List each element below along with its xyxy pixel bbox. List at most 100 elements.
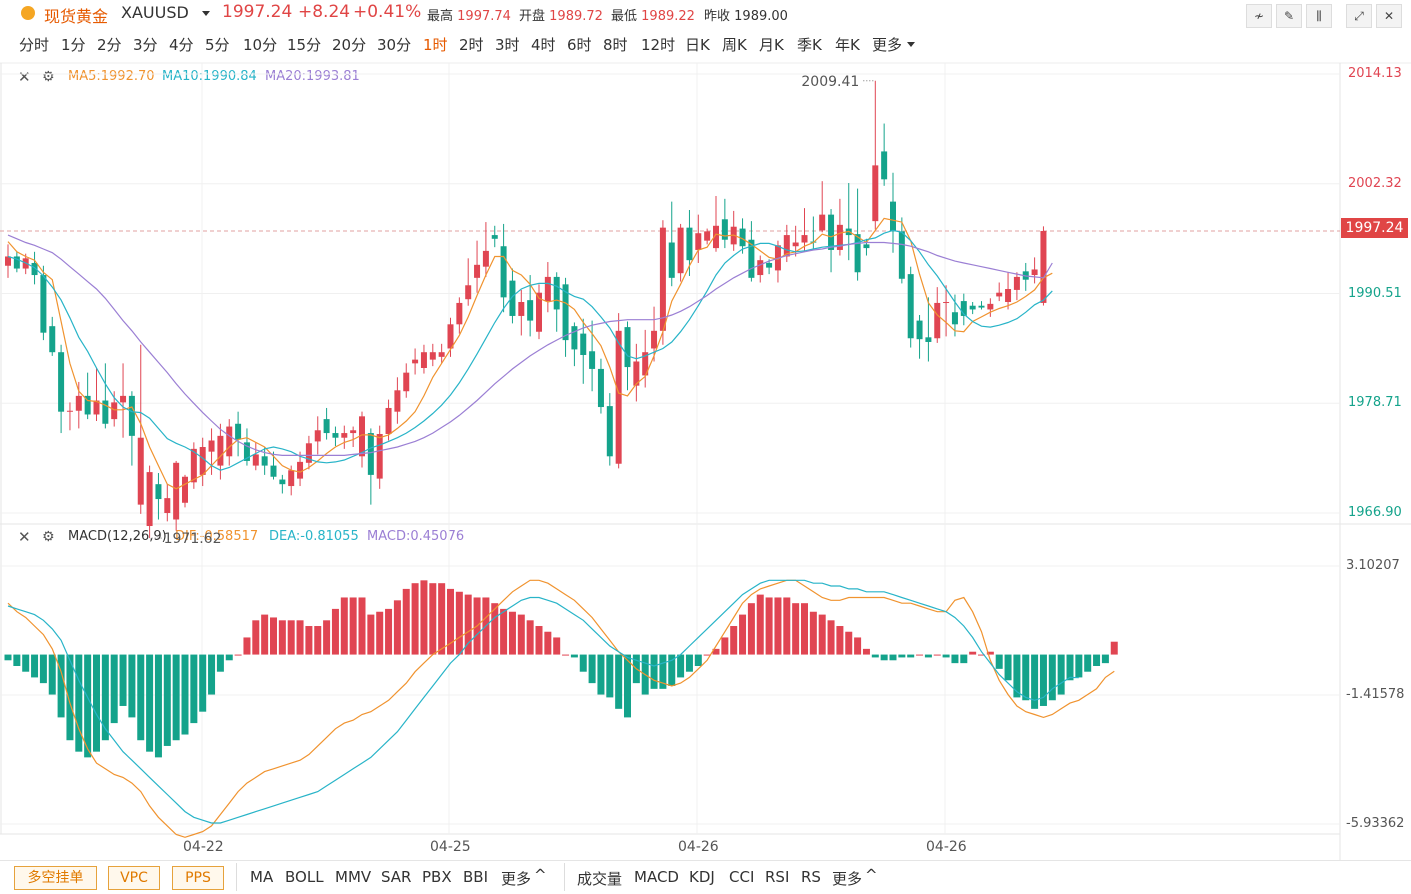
period-tab-1[interactable]: 1分 bbox=[61, 36, 86, 54]
candle bbox=[305, 443, 312, 463]
period-tab-5[interactable]: 5分 bbox=[205, 36, 230, 54]
candle bbox=[801, 235, 808, 243]
sub-indicator-3[interactable]: CCI bbox=[729, 868, 755, 886]
price-tick-label: 2002.32 bbox=[1348, 175, 1402, 191]
macd-bar bbox=[323, 620, 331, 655]
candlestick-icon[interactable]: ⫼ bbox=[1306, 4, 1332, 28]
candle bbox=[5, 256, 11, 266]
instrument-name[interactable]: 现货黄金 bbox=[44, 7, 109, 26]
macd-bar bbox=[39, 654, 47, 684]
macd-bar bbox=[93, 654, 100, 752]
main-indicator-3[interactable]: SAR bbox=[381, 868, 412, 886]
candle bbox=[412, 359, 419, 364]
close-indicator-icon[interactable]: ✕ bbox=[18, 68, 31, 86]
period-tab-7[interactable]: 15分 bbox=[287, 36, 322, 54]
macd-bar bbox=[500, 608, 508, 655]
period-tab-18[interactable]: 周K bbox=[722, 36, 747, 54]
price-tick-label: 1990.51 bbox=[1348, 285, 1402, 301]
period-tab-6[interactable]: 10分 bbox=[243, 36, 278, 54]
period-tab-11[interactable]: 2时 bbox=[459, 36, 484, 54]
macd-bar bbox=[429, 583, 437, 655]
main-indicator-5[interactable]: BBI bbox=[463, 868, 489, 886]
line-chart-icon[interactable]: ≁ bbox=[1246, 4, 1272, 28]
pps-button[interactable]: PPS bbox=[172, 866, 224, 890]
period-tab-19[interactable]: 月K bbox=[759, 36, 784, 54]
sub-indicator-4[interactable]: RSI bbox=[765, 868, 790, 886]
time-tick-label: 04-26 bbox=[926, 839, 967, 855]
macd-bar bbox=[402, 588, 410, 655]
period-tab-13[interactable]: 4时 bbox=[531, 36, 556, 54]
chevron-up-icon[interactable]: ^ bbox=[534, 866, 547, 884]
instrument-symbol[interactable]: XAUUSD bbox=[121, 3, 189, 22]
period-tab-8[interactable]: 20分 bbox=[332, 36, 367, 54]
candle bbox=[323, 419, 330, 434]
indicator-toolbar: 多空挂单 VPC PPS MA BOLL MMV SAR PBX BBI 更多 ^ 成交量 MA… bbox=[0, 860, 1411, 894]
order-book-button[interactable]: 多空挂单 bbox=[14, 866, 97, 890]
period-tab-17[interactable]: 日K bbox=[685, 36, 710, 54]
draw-pen-icon[interactable]: ✎ bbox=[1276, 4, 1302, 28]
chevron-down-icon[interactable] bbox=[202, 11, 210, 16]
close-icon[interactable]: ✕ bbox=[1376, 4, 1402, 28]
period-tab-9[interactable]: 30分 bbox=[377, 36, 412, 54]
candle bbox=[164, 498, 171, 513]
chevron-up-icon[interactable]: ^ bbox=[865, 866, 878, 884]
sub-indicator-0[interactable]: 成交量 bbox=[577, 870, 623, 888]
macd-bar bbox=[216, 654, 224, 672]
vpc-button[interactable]: VPC bbox=[108, 866, 160, 890]
macd-bar bbox=[57, 654, 65, 718]
period-tab-2[interactable]: 2分 bbox=[97, 36, 122, 54]
candle bbox=[757, 260, 764, 276]
settings-gear-icon[interactable]: ⚙ bbox=[42, 69, 55, 85]
macd-settings-gear-icon[interactable]: ⚙ bbox=[42, 529, 55, 545]
main-indicator-6[interactable]: 更多 bbox=[501, 870, 532, 888]
candle bbox=[943, 302, 950, 304]
macd-bar bbox=[22, 654, 30, 672]
candle bbox=[31, 262, 38, 276]
period-tab-0[interactable]: 分时 bbox=[19, 36, 50, 54]
period-tab-16[interactable]: 12时 bbox=[641, 36, 676, 54]
candle bbox=[642, 352, 649, 376]
macd-bar bbox=[871, 654, 879, 658]
candle bbox=[243, 442, 250, 461]
macd-bar bbox=[1084, 654, 1092, 672]
close-macd-icon[interactable]: ✕ bbox=[18, 528, 31, 546]
main-indicator-0[interactable]: MA bbox=[250, 868, 274, 886]
macd-bar bbox=[570, 654, 578, 658]
candle bbox=[84, 395, 91, 415]
period-tab-3[interactable]: 3分 bbox=[133, 36, 158, 54]
macd-bar bbox=[730, 626, 738, 655]
macd-bar bbox=[491, 603, 499, 655]
period-tab-4[interactable]: 4分 bbox=[169, 36, 194, 54]
period-tab-20[interactable]: 季K bbox=[797, 36, 822, 54]
sub-indicator-1[interactable]: MACD bbox=[634, 868, 679, 886]
sub-indicator-5[interactable]: RS bbox=[801, 868, 821, 886]
period-tab-21[interactable]: 年K bbox=[835, 36, 860, 54]
candle bbox=[854, 234, 861, 273]
macd-bar bbox=[287, 620, 295, 655]
macd-bar bbox=[756, 594, 764, 655]
candle bbox=[270, 465, 277, 477]
macd-bar bbox=[110, 654, 118, 724]
period-tab-12[interactable]: 3时 bbox=[495, 36, 520, 54]
candle bbox=[527, 300, 534, 321]
macd-bar bbox=[261, 614, 269, 655]
fullscreen-icon[interactable]: ⤢ bbox=[1346, 4, 1372, 28]
sub-indicator-6[interactable]: 更多 bbox=[832, 870, 863, 888]
main-indicator-4[interactable]: PBX bbox=[422, 868, 452, 886]
ma20-value: MA20:1993.81 bbox=[265, 69, 360, 84]
period-tab-22[interactable]: 更多 bbox=[872, 36, 903, 54]
period-tab-10[interactable]: 1时 bbox=[423, 36, 448, 54]
kline-chart[interactable]: 2009.41 1971.62 bbox=[0, 0, 1411, 860]
last-price: 1997.24 bbox=[222, 2, 293, 22]
period-tab-15[interactable]: 8时 bbox=[603, 36, 628, 54]
more-periods-caret-icon[interactable] bbox=[907, 42, 915, 47]
macd-bar bbox=[606, 654, 614, 698]
sub-indicator-2[interactable]: KDJ bbox=[689, 868, 715, 886]
main-indicator-1[interactable]: BOLL bbox=[285, 868, 324, 886]
macd-bar bbox=[659, 654, 667, 689]
dea-line bbox=[7, 579, 1079, 824]
candle bbox=[465, 285, 472, 300]
candle bbox=[456, 302, 463, 325]
period-tab-14[interactable]: 6时 bbox=[567, 36, 592, 54]
main-indicator-2[interactable]: MMV bbox=[335, 868, 372, 886]
